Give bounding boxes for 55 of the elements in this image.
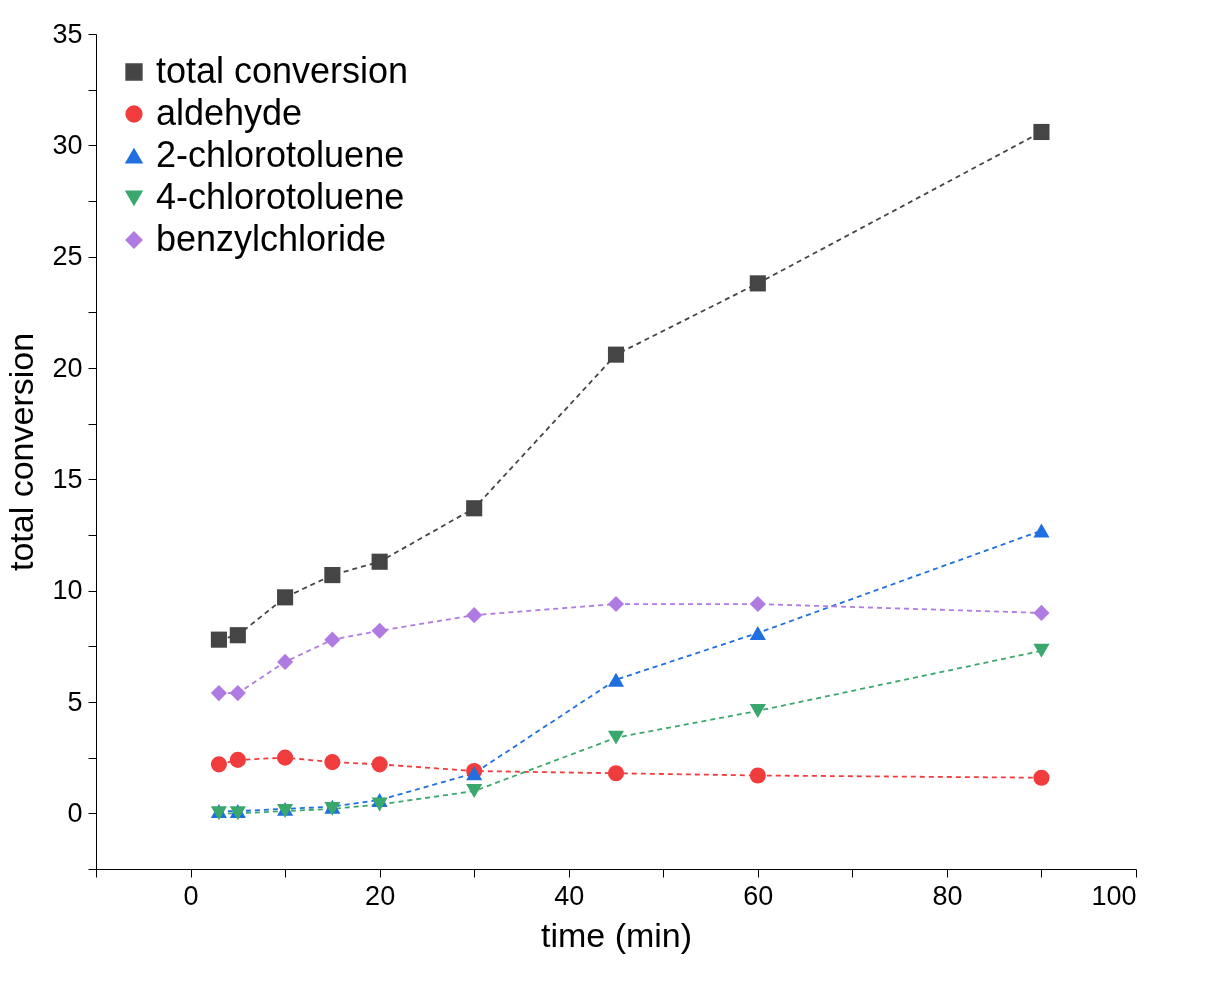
point [749,767,766,784]
x-tick-label: 0 [183,880,199,911]
legend-label: total conversion [156,50,409,91]
point [607,595,625,613]
point [210,685,227,702]
point [749,703,766,718]
point [277,589,294,606]
point [466,784,483,799]
point [749,275,766,292]
point [229,627,246,644]
y-tick-label: 35 [52,18,83,49]
x-tick-label: 80 [932,880,963,911]
point [210,756,227,773]
x-tick-label: 20 [365,880,396,911]
point [607,346,625,363]
y-tick-label: 25 [52,241,83,272]
legend-label: aldehyde [156,92,303,133]
y-tick-label: 30 [52,129,83,160]
legend-label: 2-chlorotoluene [156,134,405,175]
point [1033,769,1050,786]
point [749,595,766,613]
point [324,567,341,584]
y-tick-label: 20 [52,352,83,383]
y-tick-label: 15 [52,463,83,494]
point [277,749,294,766]
y-tick-label: 10 [52,575,83,606]
point [607,672,625,687]
point [371,622,388,639]
point [466,607,483,624]
point [210,631,227,648]
point [607,765,625,782]
point [1033,123,1050,141]
x-tick-label: 60 [743,880,774,911]
point [277,653,294,670]
x-tick-label: 40 [554,880,585,911]
point [371,553,388,570]
point [1033,523,1050,538]
legend-label: 4-chlorotoluene [156,176,405,217]
point [371,797,388,812]
point [371,756,388,773]
point [1033,604,1050,621]
point [324,754,341,771]
y-tick-label: 5 [67,686,83,717]
legend-label: benzylchloride [156,218,387,259]
y-axis-title: total conversion [2,332,41,572]
x-axis-title: time (min) [540,915,693,954]
point [324,631,341,648]
point [1033,643,1050,658]
point [466,500,483,517]
point [229,751,246,768]
point [229,685,246,702]
x-tick-label: 100 [1091,880,1137,911]
point [607,730,625,745]
y-tick-label: 0 [67,797,83,828]
point [749,625,766,640]
